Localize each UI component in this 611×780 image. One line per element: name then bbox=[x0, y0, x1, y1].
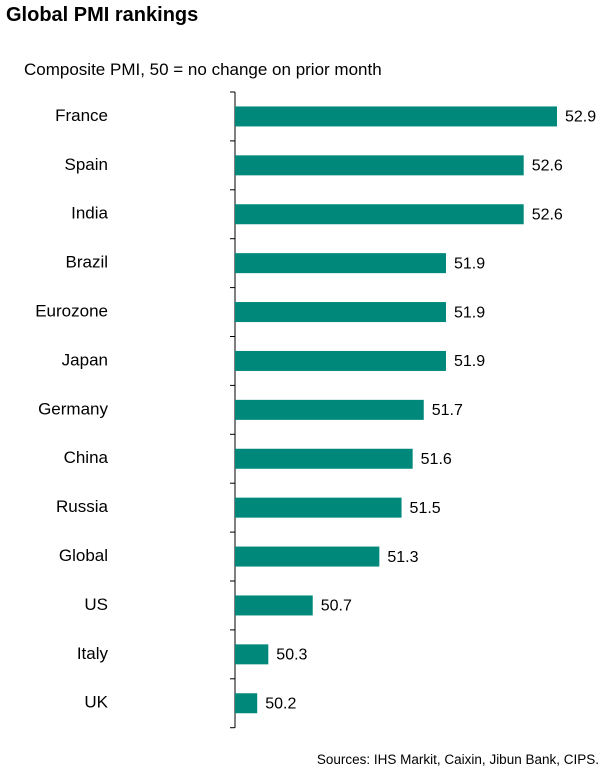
category-label: Italy bbox=[77, 644, 109, 663]
data-label: 50.7 bbox=[321, 598, 352, 615]
data-label: 52.6 bbox=[532, 206, 563, 223]
bar bbox=[235, 155, 524, 176]
bar bbox=[235, 497, 402, 518]
data-label: 52.6 bbox=[532, 158, 563, 175]
bar bbox=[235, 595, 313, 616]
category-label: Germany bbox=[38, 399, 108, 418]
category-label: Spain bbox=[65, 155, 108, 174]
category-label: Japan bbox=[62, 350, 108, 369]
bar bbox=[235, 253, 446, 274]
bar bbox=[235, 693, 258, 714]
bar bbox=[235, 546, 380, 567]
category-label: Brazil bbox=[65, 253, 108, 272]
bar bbox=[235, 302, 446, 323]
source-note: Sources: IHS Markit, Caixin, Jibun Bank,… bbox=[316, 752, 599, 767]
bar bbox=[235, 448, 413, 469]
data-label: 51.5 bbox=[410, 500, 441, 517]
bar bbox=[235, 399, 424, 420]
bar bbox=[235, 350, 446, 371]
category-label: UK bbox=[84, 693, 108, 712]
data-label: 51.9 bbox=[454, 255, 485, 272]
data-label: 50.3 bbox=[276, 647, 307, 664]
category-label: China bbox=[64, 448, 109, 467]
data-label: 51.6 bbox=[421, 451, 452, 468]
category-label: France bbox=[55, 106, 108, 125]
data-label: 52.9 bbox=[565, 109, 596, 126]
data-label: 51.3 bbox=[387, 549, 418, 566]
chart-subtitle: Composite PMI, 50 = no change on prior m… bbox=[24, 60, 382, 79]
category-label: Global bbox=[59, 546, 108, 565]
bar bbox=[235, 204, 524, 225]
bar bbox=[235, 644, 269, 665]
data-label: 51.9 bbox=[454, 304, 485, 321]
category-label: Russia bbox=[56, 497, 109, 516]
category-label: US bbox=[84, 595, 108, 614]
data-label: 51.7 bbox=[432, 402, 463, 419]
category-label: India bbox=[71, 204, 108, 223]
data-label: 51.9 bbox=[454, 353, 485, 370]
chart-title: Global PMI rankings bbox=[6, 4, 199, 26]
category-label: Eurozone bbox=[35, 302, 108, 321]
bar bbox=[235, 106, 557, 127]
data-label: 50.2 bbox=[265, 695, 296, 712]
